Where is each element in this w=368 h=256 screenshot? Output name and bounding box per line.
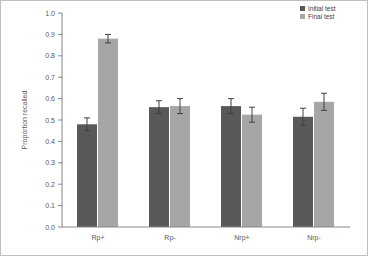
error-bar	[300, 108, 306, 125]
y-tick	[58, 141, 62, 142]
y-tick	[58, 34, 62, 35]
error-cap	[156, 113, 162, 114]
error-stem	[159, 101, 160, 114]
error-cap	[321, 93, 327, 94]
chart-frame	[1, 1, 368, 256]
error-cap	[249, 122, 255, 123]
y-axis-label: Proportion recalled	[21, 91, 29, 150]
error-cap	[177, 98, 183, 99]
y-tick-label: 0.5	[45, 117, 55, 124]
error-cap	[156, 100, 162, 101]
y-axis	[62, 13, 63, 227]
bar	[149, 107, 169, 227]
x-tick-label: Rp+	[91, 234, 104, 242]
y-tick-label: 0.7	[45, 74, 55, 81]
legend-swatch	[300, 6, 305, 11]
legend-label: Initial test	[308, 5, 336, 12]
x-tick-label: Nrp-	[307, 234, 321, 242]
error-stem	[108, 34, 109, 43]
bar	[314, 102, 334, 227]
y-tick-label: 1.0	[45, 10, 55, 17]
y-tick-label: 0.9	[45, 31, 55, 38]
error-cap	[249, 107, 255, 108]
error-cap	[84, 117, 90, 118]
y-tick	[58, 13, 62, 14]
bar	[170, 106, 190, 227]
bar	[221, 106, 241, 227]
error-cap	[228, 113, 234, 114]
y-tick-label: 0.4	[45, 138, 55, 145]
y-tick	[58, 184, 62, 185]
error-cap	[84, 130, 90, 131]
error-cap	[177, 113, 183, 114]
error-bar	[84, 118, 90, 131]
error-bar	[105, 34, 111, 43]
error-cap	[300, 108, 306, 109]
error-cap	[321, 110, 327, 111]
error-cap	[105, 34, 111, 35]
error-bar	[177, 99, 183, 114]
y-tick-label: 0.8	[45, 52, 55, 59]
legend-swatch	[300, 14, 305, 19]
bar	[293, 117, 313, 227]
error-stem	[87, 118, 88, 131]
y-tick-label: 0.1	[45, 202, 55, 209]
error-stem	[180, 99, 181, 114]
x-tick-label: Rp-	[164, 234, 176, 242]
y-tick	[58, 77, 62, 78]
y-tick	[58, 98, 62, 99]
bar	[242, 115, 262, 227]
error-bar	[321, 93, 327, 110]
y-tick	[58, 227, 62, 228]
y-tick	[58, 120, 62, 121]
y-tick-label: 0.0	[45, 224, 55, 231]
y-tick-label: 0.3	[45, 159, 55, 166]
chart: 0.0 0.1 0.2 0.3 0.4 0.5 0.6 0.7 0.8 0.9 1.0 Proport…	[0, 0, 368, 256]
bar	[77, 124, 97, 227]
y-tick	[58, 162, 62, 163]
y-tick-label: 0.6	[45, 95, 55, 102]
error-stem	[252, 107, 253, 122]
error-bar	[249, 107, 255, 122]
error-bar	[156, 101, 162, 114]
error-stem	[303, 108, 304, 125]
error-cap	[105, 42, 111, 43]
error-bar	[228, 99, 234, 114]
error-cap	[300, 125, 306, 126]
x-tick-label: Nrp+	[234, 234, 249, 242]
error-cap	[228, 98, 234, 99]
y-tick-label: 0.2	[45, 181, 55, 188]
bars	[77, 34, 334, 227]
error-stem	[324, 93, 325, 110]
x-axis	[62, 227, 350, 228]
bar	[98, 39, 118, 227]
y-tick	[58, 205, 62, 206]
legend-label: Final test	[308, 13, 335, 20]
error-stem	[231, 99, 232, 114]
y-tick	[58, 55, 62, 56]
